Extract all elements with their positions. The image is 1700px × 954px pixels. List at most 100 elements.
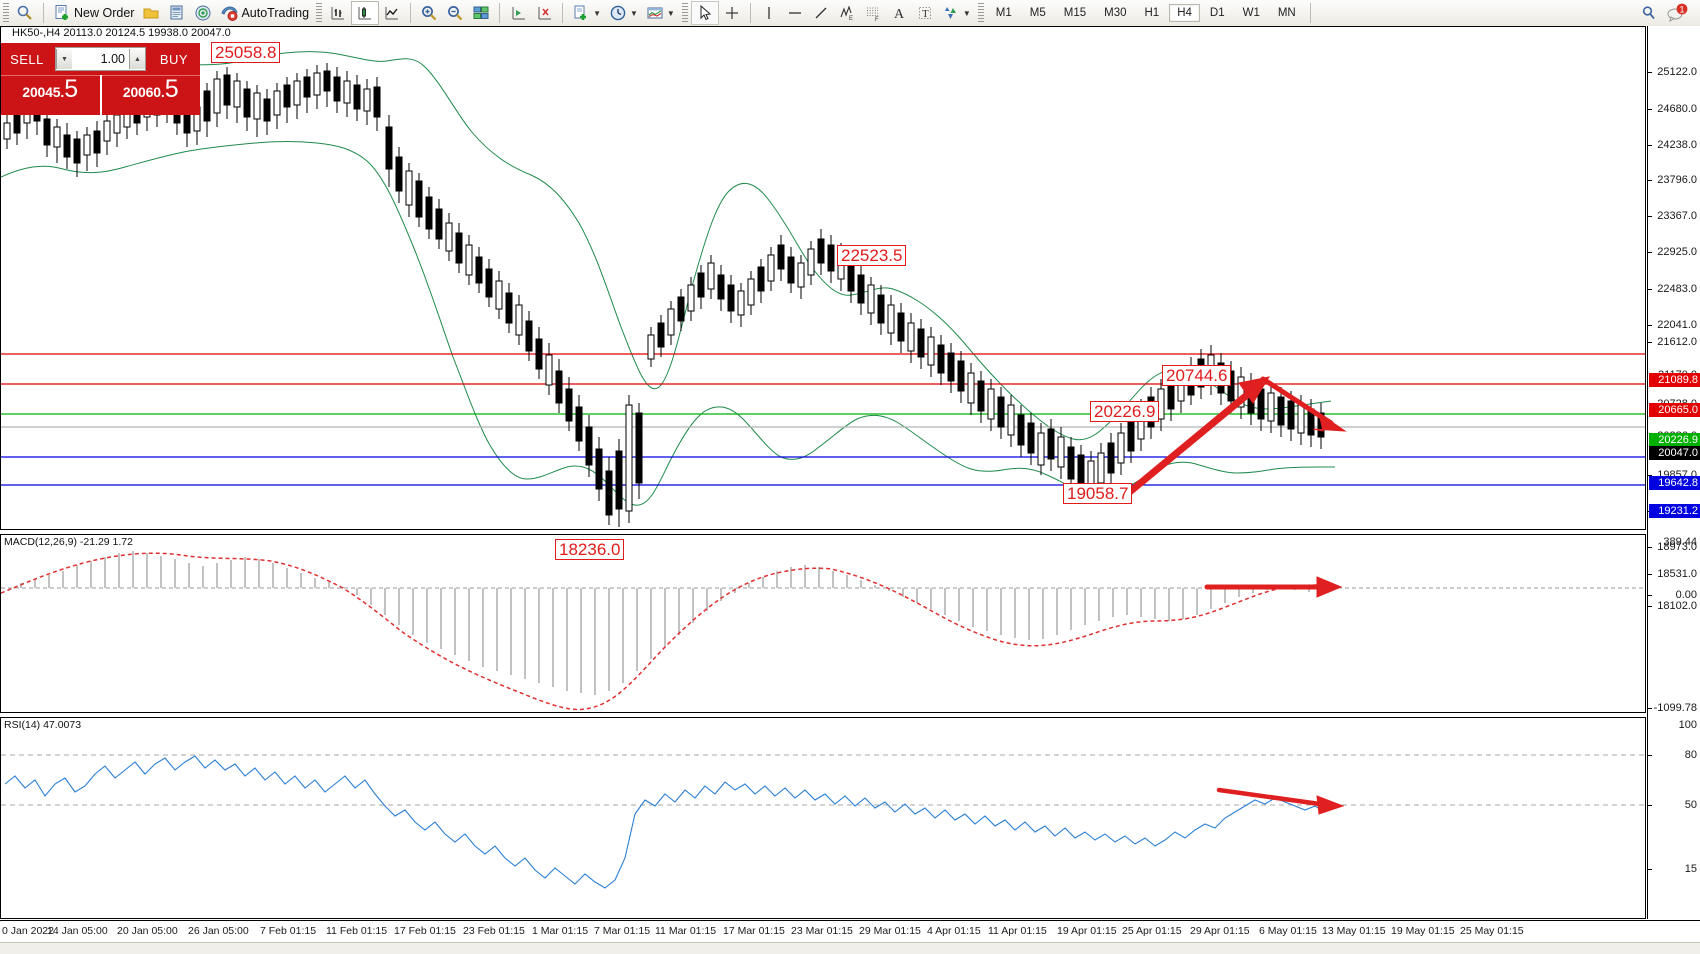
buy-button[interactable]: BUY bbox=[159, 51, 189, 67]
annotation-20744[interactable]: 20744.6 bbox=[1162, 365, 1232, 386]
time-label: 17 Mar 01:15 bbox=[723, 925, 785, 937]
time-axis[interactable]: 0 Jan 2022 14 Jan 05:00 20 Jan 05:00 26 … bbox=[0, 920, 1700, 943]
axis-tick bbox=[1648, 109, 1652, 110]
axis-badge-20226[interactable]: 20226.9 bbox=[1649, 433, 1700, 447]
text-label-icon: T bbox=[916, 4, 934, 22]
time-label: 13 May 01:15 bbox=[1322, 925, 1386, 937]
candlestick-button[interactable] bbox=[351, 1, 380, 25]
indicators-icon bbox=[572, 4, 590, 22]
horizontal-line-button[interactable] bbox=[782, 2, 808, 24]
toolbar-grip[interactable] bbox=[3, 3, 9, 23]
axis-label-18973: 18973.0 bbox=[1657, 541, 1697, 553]
new-order-button[interactable]: New Order bbox=[49, 2, 138, 24]
svg-text:1: 1 bbox=[1679, 5, 1684, 15]
time-label: 14 Jan 05:00 bbox=[47, 925, 108, 937]
axis-label-18531: 18531.0 bbox=[1657, 568, 1697, 580]
zoom-in-button[interactable] bbox=[416, 2, 442, 24]
annotation-22523[interactable]: 22523.5 bbox=[837, 245, 907, 266]
timeframe-h1[interactable]: H1 bbox=[1144, 7, 1160, 19]
trendline-icon bbox=[812, 4, 830, 22]
annotation-25058[interactable]: 25058.8 bbox=[211, 42, 281, 63]
notification-button[interactable]: 1 bbox=[1662, 2, 1692, 24]
time-label: 23 Feb 01:15 bbox=[463, 925, 525, 937]
buy-price-dot: . bbox=[160, 84, 165, 100]
toolbar-grip-4[interactable] bbox=[977, 3, 984, 23]
terminal-button[interactable] bbox=[164, 2, 190, 24]
time-label: 17 Feb 01:15 bbox=[394, 925, 456, 937]
sell-button[interactable]: SELL bbox=[10, 51, 44, 67]
axis-tick bbox=[1648, 325, 1652, 326]
axis-badge-21089[interactable]: 21089.8 bbox=[1649, 373, 1700, 387]
new-order-icon bbox=[53, 4, 71, 22]
annotation-18236[interactable]: 18236.0 bbox=[555, 539, 625, 560]
timeframe-d1[interactable]: D1 bbox=[1209, 7, 1225, 19]
bar-chart-button[interactable] bbox=[325, 2, 351, 24]
timeframe-h4[interactable]: H4 bbox=[1169, 4, 1200, 22]
time-label: 11 Apr 01:15 bbox=[988, 925, 1047, 937]
trade-panel[interactable]: SELL ▼ 1.00 ▲ BUY 20045 . 5 20060 . bbox=[1, 43, 200, 115]
time-label: 6 May 01:15 bbox=[1259, 925, 1317, 937]
folder-button[interactable] bbox=[138, 2, 164, 24]
time-label: 25 Apr 01:15 bbox=[1122, 925, 1182, 937]
rsi-pane[interactable]: RSI(14) 47.0073 bbox=[0, 717, 1646, 919]
folder-icon bbox=[142, 4, 160, 22]
time-label: 25 May 01:15 bbox=[1460, 925, 1524, 937]
annotation-19058[interactable]: 19058.7 bbox=[1063, 483, 1133, 504]
volume-increment[interactable]: ▲ bbox=[129, 49, 145, 69]
auto-scroll-button[interactable] bbox=[531, 2, 557, 24]
rsi-axis-label-50: 50 bbox=[1684, 799, 1697, 811]
axis-tick bbox=[1648, 342, 1652, 343]
price-pane[interactable]: HK50-,H4 20113.0 20124.5 19938.0 20047.0… bbox=[0, 26, 1646, 560]
zoom-out-button[interactable] bbox=[442, 2, 468, 24]
text-button[interactable]: A bbox=[886, 2, 912, 24]
navigator-button[interactable] bbox=[190, 2, 216, 24]
period-icon bbox=[609, 4, 627, 22]
toolbar-grip-2[interactable] bbox=[316, 3, 323, 23]
line-chart-button[interactable] bbox=[379, 2, 405, 24]
text-label-button[interactable]: T bbox=[912, 2, 938, 24]
timeframe-mn[interactable]: MN bbox=[1277, 7, 1296, 19]
sell-price[interactable]: 20045 . 5 bbox=[1, 75, 100, 115]
macd-projection-arrow bbox=[1204, 576, 1343, 598]
axis-badge-19231[interactable]: 19231.2 bbox=[1649, 504, 1700, 518]
annotation-20226[interactable]: 20226.9 bbox=[1090, 401, 1160, 422]
axis-badge-20665[interactable]: 20665.0 bbox=[1649, 403, 1700, 417]
axis-label-22483: 22483.0 bbox=[1657, 283, 1697, 295]
axis-badge-19642[interactable]: 19642.8 bbox=[1649, 476, 1700, 490]
macd-pane[interactable]: MACD(12,26,9) -21.29 1.72 bbox=[0, 534, 1646, 713]
cursor-button[interactable] bbox=[690, 1, 719, 25]
fibonacci-button[interactable]: F bbox=[860, 2, 886, 24]
volume-decrement[interactable]: ▼ bbox=[56, 49, 72, 69]
axis-label-24238: 24238.0 bbox=[1657, 139, 1697, 151]
shapes-button[interactable]: ▼ bbox=[938, 2, 975, 24]
search-button[interactable] bbox=[1636, 2, 1662, 24]
toolbar-grip-3[interactable] bbox=[681, 3, 688, 23]
crosshair-button[interactable] bbox=[719, 2, 745, 24]
timeframe-m30[interactable]: M30 bbox=[1104, 7, 1127, 19]
tile-windows-button[interactable] bbox=[468, 2, 494, 24]
toolbar-separator-6 bbox=[1309, 3, 1311, 23]
templates-button[interactable]: ▼ bbox=[642, 2, 679, 24]
axis-label-18102: 18102.0 bbox=[1657, 600, 1697, 612]
timeframe-w1[interactable]: W1 bbox=[1242, 7, 1260, 19]
axis-tick bbox=[1648, 216, 1652, 217]
volume-input[interactable]: ▼ 1.00 ▲ bbox=[55, 47, 146, 71]
indicators-button[interactable]: ▼ bbox=[568, 2, 605, 24]
svg-text:F: F bbox=[875, 17, 879, 22]
timeframe-m15[interactable]: M15 bbox=[1063, 7, 1087, 19]
price-axis[interactable]: 25122.0 24680.0 24238.0 23796.0 23367.0 … bbox=[1647, 26, 1700, 919]
period-button[interactable]: ▼ bbox=[605, 2, 642, 24]
magnifier-button[interactable] bbox=[12, 2, 38, 24]
buy-price[interactable]: 20060 . 5 bbox=[101, 75, 200, 115]
axis-tick bbox=[1648, 595, 1652, 596]
axis-badge-20047[interactable]: 20047.0 bbox=[1649, 446, 1700, 460]
trendline-button[interactable] bbox=[808, 2, 834, 24]
timeframe-m1[interactable]: M1 bbox=[995, 7, 1012, 19]
elliott-wave-button[interactable]: E bbox=[834, 2, 860, 24]
chart-shift-button[interactable] bbox=[505, 2, 531, 24]
timeframe-m5[interactable]: M5 bbox=[1029, 7, 1046, 19]
macd-info-label: MACD(12,26,9) -21.29 1.72 bbox=[4, 536, 133, 548]
autotrading-button[interactable]: AutoTrading bbox=[216, 2, 313, 24]
axis-label-22041: 22041.0 bbox=[1657, 319, 1697, 331]
vertical-line-button[interactable] bbox=[756, 2, 782, 24]
